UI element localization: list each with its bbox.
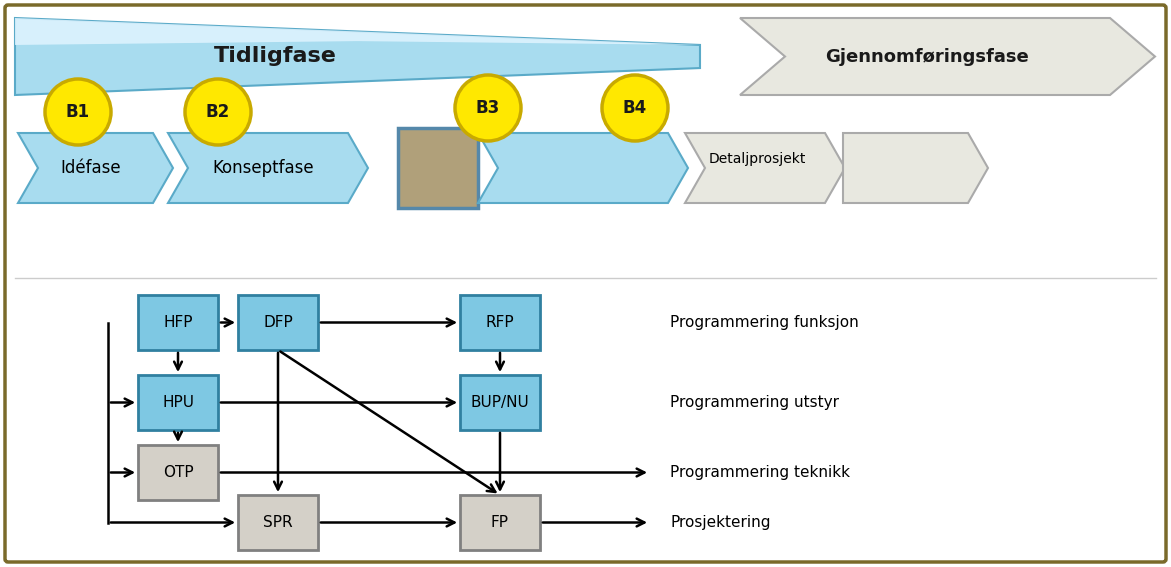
Polygon shape bbox=[18, 133, 173, 203]
Polygon shape bbox=[15, 18, 700, 45]
Text: Konseptfase: Konseptfase bbox=[212, 159, 314, 177]
Text: BUP/NU: BUP/NU bbox=[471, 395, 529, 410]
Text: Idéfase: Idéfase bbox=[60, 159, 121, 177]
Polygon shape bbox=[843, 133, 988, 203]
Text: B3: B3 bbox=[475, 99, 500, 117]
Bar bbox=[138, 375, 218, 430]
Text: Tidligfase: Tidligfase bbox=[214, 46, 337, 66]
Polygon shape bbox=[167, 133, 368, 203]
Text: FP: FP bbox=[491, 515, 509, 530]
Bar bbox=[460, 495, 540, 550]
Bar bbox=[138, 445, 218, 500]
Text: Gjennomføringsfase: Gjennomføringsfase bbox=[824, 48, 1028, 66]
Text: SPR: SPR bbox=[263, 515, 293, 530]
Text: HFP: HFP bbox=[163, 315, 193, 330]
Bar bbox=[238, 295, 319, 350]
FancyBboxPatch shape bbox=[5, 5, 1166, 562]
Text: RFP: RFP bbox=[486, 315, 514, 330]
Text: Prosjektering: Prosjektering bbox=[670, 515, 771, 530]
Polygon shape bbox=[478, 133, 689, 203]
Polygon shape bbox=[740, 18, 1155, 95]
Text: Detaljprosjekt: Detaljprosjekt bbox=[708, 152, 806, 166]
Bar bbox=[460, 375, 540, 430]
Text: DFP: DFP bbox=[263, 315, 293, 330]
Polygon shape bbox=[15, 18, 700, 95]
Bar bbox=[398, 128, 478, 208]
Text: B1: B1 bbox=[66, 103, 90, 121]
Circle shape bbox=[44, 79, 111, 145]
Text: HPU: HPU bbox=[162, 395, 194, 410]
Text: Programmering funksjon: Programmering funksjon bbox=[670, 315, 858, 330]
Bar bbox=[138, 295, 218, 350]
Text: B4: B4 bbox=[623, 99, 648, 117]
Circle shape bbox=[456, 75, 521, 141]
Text: OTP: OTP bbox=[163, 465, 193, 480]
Circle shape bbox=[185, 79, 251, 145]
Bar bbox=[238, 495, 319, 550]
Text: Programmering utstyr: Programmering utstyr bbox=[670, 395, 838, 410]
Circle shape bbox=[602, 75, 667, 141]
Polygon shape bbox=[685, 133, 845, 203]
Text: B2: B2 bbox=[206, 103, 231, 121]
Text: Programmering teknikk: Programmering teknikk bbox=[670, 465, 850, 480]
Bar bbox=[460, 295, 540, 350]
